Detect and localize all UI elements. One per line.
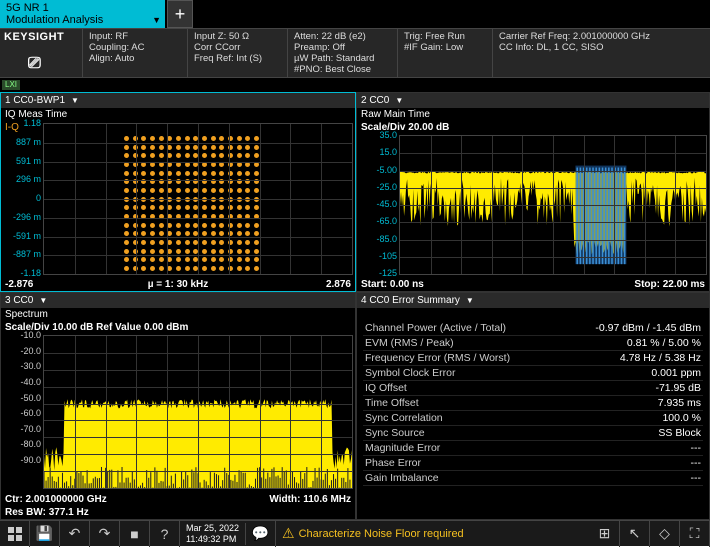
p2-start: Start: 0.00 ns [361, 279, 424, 290]
bottom-bar: 💾 ↶ ↷ ■ ? Mar 25, 202211:49:32 PM 💬 ⚠ Ch… [0, 520, 710, 546]
pointer-icon[interactable]: ↖ [620, 521, 650, 547]
error-table: Channel Power (Active / Total)-0.97 dBm … [363, 321, 703, 486]
p1-title: 1 CC0-BWP1 [5, 95, 65, 106]
dropdown-icon[interactable]: ▼ [71, 96, 79, 105]
panel-rawtime[interactable]: 2 CC0▼ Raw Main Time Scale/Div 20.00 dB … [356, 92, 710, 292]
p3-rbw: Res BW: 377.1 Hz [5, 507, 89, 518]
warning-icon: ⚠ [282, 525, 295, 542]
hdr-atten: Atten: 22 dB (e2)Preamp: OffµW Path: Sta… [287, 29, 397, 77]
p2-stop: Stop: 22.00 ms [634, 279, 705, 290]
error-row: EVM (RMS / Peak)0.81 % / 5.00 % [363, 336, 703, 351]
hdr-input: Input: RFCoupling: ACAlign: Auto [82, 29, 187, 77]
lxi-badge: LXI [2, 80, 20, 90]
tab-line1: 5G NR 1 [6, 2, 159, 14]
datetime: Mar 25, 202211:49:32 PM [180, 523, 246, 545]
hdr-inputz: Input Z: 50 ΩCorr CCorrFreq Ref: Int (S) [187, 29, 287, 77]
iq-chart [43, 123, 353, 275]
brand-logo: KEYSIGHT ⎚ [0, 29, 82, 77]
p3-title: 3 CC0 [5, 295, 33, 306]
redo-icon[interactable]: ↷ [90, 521, 120, 547]
error-row: Sync Correlation100.0 % [363, 411, 703, 426]
error-row: Symbol Clock Error0.001 ppm [363, 366, 703, 381]
dropdown-icon[interactable]: ▼ [466, 296, 474, 305]
p3-ctr: Ctr: 2.001000000 GHz [5, 494, 107, 505]
hdr-carrier: Carrier Ref Freq: 2.001000000 GHzCC Info… [492, 29, 710, 77]
error-row: IQ Offset-71.95 dB [363, 381, 703, 396]
layout-icon[interactable]: ⊞ [590, 521, 620, 547]
panel-spectrum[interactable]: 3 CC0▼ Spectrum Scale/Div 10.00 dB Ref V… [0, 292, 356, 520]
rawtime-chart [399, 135, 707, 275]
dropdown-icon[interactable]: ▼ [395, 96, 403, 105]
panel-iq[interactable]: 1 CC0-BWP1▼ IQ Meas Time I-Q 1.18887 m59… [0, 92, 356, 292]
dropdown-icon[interactable]: ▼ [39, 296, 47, 305]
stop-icon[interactable]: ■ [120, 521, 150, 547]
panel-errors[interactable]: 4 CC0 Error Summary ▼ Channel Power (Acti… [356, 292, 710, 520]
help-icon[interactable]: ? [150, 521, 180, 547]
error-row: Phase Error--- [363, 456, 703, 471]
mode-tab[interactable]: 5G NR 1 Modulation Analysis [0, 0, 165, 28]
undo-icon[interactable]: ↶ [60, 521, 90, 547]
marker-icon[interactable]: ◇ [650, 521, 680, 547]
display-icon[interactable]: ⎚ [28, 55, 41, 73]
error-row: Magnitude Error--- [363, 441, 703, 456]
p1-mu: µ = 1: 30 kHz [148, 279, 209, 290]
fullscreen-icon[interactable]: ⛶ [680, 521, 710, 547]
error-row: Gain Imbalance--- [363, 471, 703, 486]
p1-xmax: 2.876 [326, 279, 351, 290]
chat-icon[interactable]: 💬 [246, 521, 276, 547]
error-row: Channel Power (Active / Total)-0.97 dBm … [363, 321, 703, 336]
tab-line2: Modulation Analysis [6, 14, 159, 26]
hdr-trig: Trig: Free Run#IF Gain: Low [397, 29, 492, 77]
warning-bar[interactable]: ⚠ Characterize Noise Floor required [276, 525, 590, 542]
p4-title: 4 CC0 Error Summary [361, 295, 460, 306]
error-row: Sync SourceSS Block [363, 426, 703, 441]
windows-icon[interactable] [0, 521, 30, 547]
p3-width: Width: 110.6 MHz [269, 494, 351, 505]
spectrum-chart [43, 335, 353, 489]
error-row: Time Offset7.935 ms [363, 396, 703, 411]
save-icon[interactable]: 💾 [30, 521, 60, 547]
add-tab-button[interactable]: + [167, 0, 193, 28]
p2-title: 2 CC0 [361, 95, 389, 106]
p1-xmin: -2.876 [5, 279, 33, 290]
error-row: Frequency Error (RMS / Worst)4.78 Hz / 5… [363, 351, 703, 366]
